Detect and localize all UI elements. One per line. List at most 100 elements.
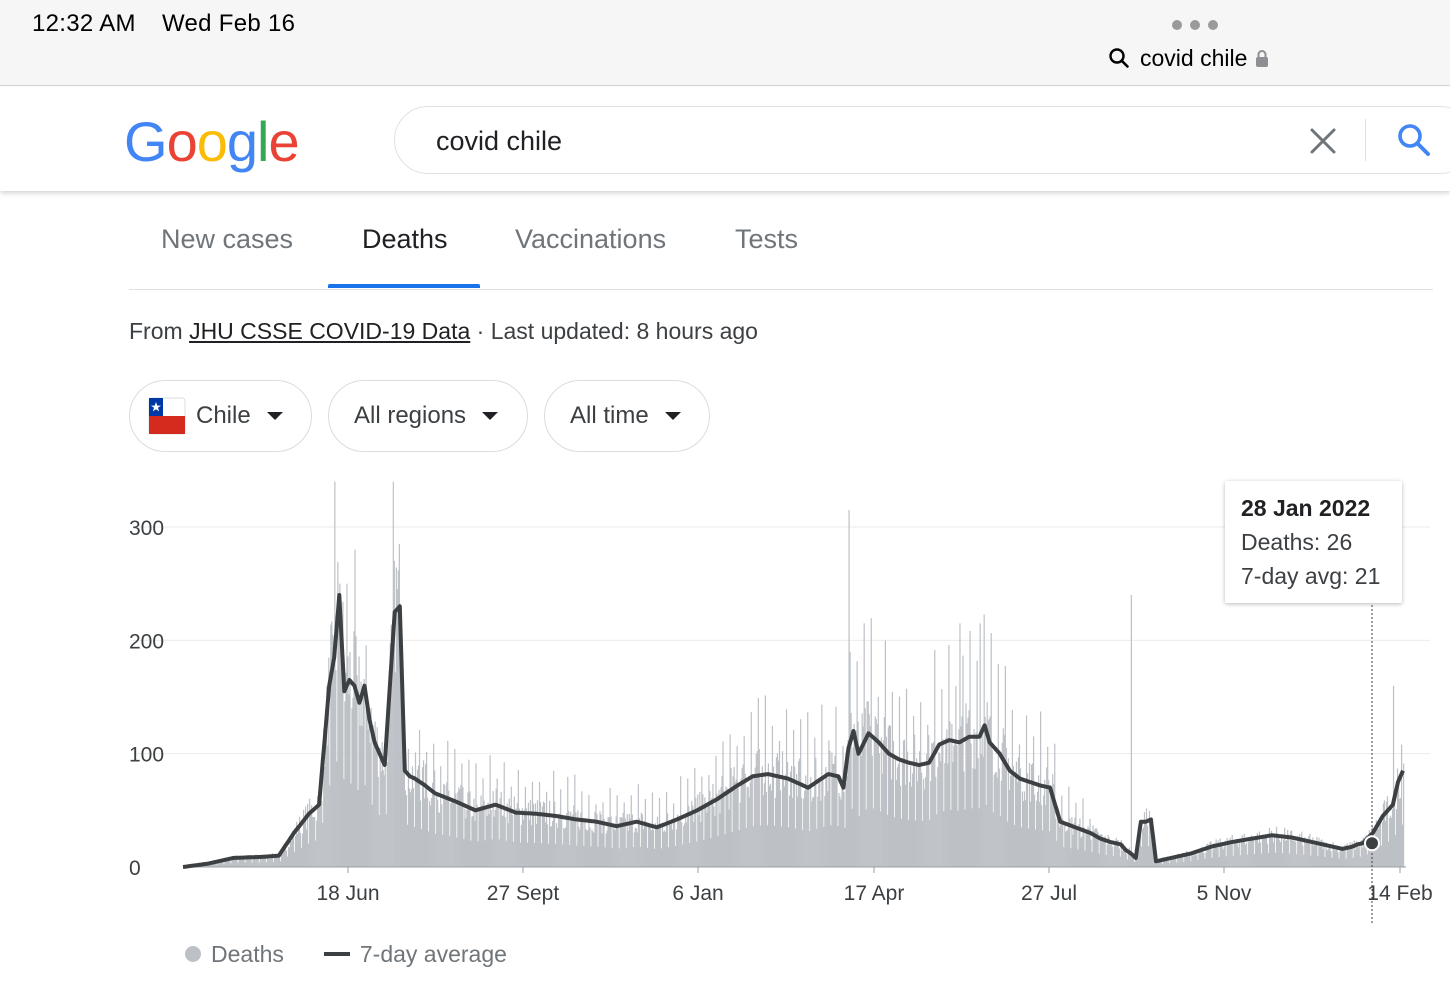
country-filter[interactable]: Chile (129, 380, 312, 452)
deaths-bar (919, 751, 921, 867)
deaths-bar (251, 862, 253, 867)
deaths-bar (1165, 859, 1167, 867)
deaths-bar (883, 717, 885, 867)
deaths-bar (421, 767, 424, 867)
tab-deaths[interactable]: Deaths (362, 224, 448, 254)
deaths-bar (600, 814, 602, 867)
deaths-bar (727, 792, 729, 867)
deaths-bar (373, 734, 375, 867)
deaths-bar (582, 817, 584, 867)
deaths-bar (1063, 847, 1065, 867)
time-filter[interactable]: All time (544, 380, 710, 452)
deaths-bar (742, 764, 744, 867)
search-box[interactable]: covid chile (394, 106, 1450, 174)
deaths-bar (887, 726, 889, 867)
deaths-bar (910, 786, 913, 867)
tab-tests[interactable]: Tests (735, 224, 799, 254)
deaths-bar (1211, 857, 1213, 867)
deaths-bar (529, 800, 532, 867)
deaths-bar (1097, 832, 1099, 867)
deaths-bar (1250, 835, 1252, 867)
deaths-bar (1010, 770, 1012, 867)
deaths-bar (681, 822, 683, 867)
deaths-bar (411, 766, 414, 867)
deaths-bar (970, 743, 972, 867)
deaths-bar (253, 856, 255, 867)
deaths-bar (1066, 830, 1068, 867)
close-icon[interactable] (1307, 125, 1339, 157)
deaths-bar (1023, 791, 1026, 867)
deaths-bar (1109, 845, 1111, 867)
deaths-chart[interactable]: 0 100 200 300 18 Jun 27 Sept 6 Jan 17 Apr 27 Jul… (0, 470, 1450, 930)
deaths-bar (1234, 840, 1236, 867)
deaths-bar (543, 803, 546, 867)
more-dots-icon[interactable] (1172, 20, 1218, 30)
deaths-bar (971, 808, 973, 867)
deaths-bar (1311, 839, 1313, 867)
source-link[interactable]: JHU CSSE COVID-19 Data (189, 318, 471, 344)
deaths-bar (493, 816, 495, 867)
deaths-bar (646, 847, 649, 867)
deaths-bar (1331, 857, 1333, 867)
deaths-bar (509, 805, 511, 867)
deaths-bar (352, 697, 354, 867)
deaths-bar (379, 748, 381, 867)
x-tick-label: 18 Jun (316, 882, 379, 905)
deaths-bar (1110, 843, 1112, 867)
deaths-bar (818, 779, 820, 867)
deaths-bar (511, 814, 513, 867)
deaths-bar (1122, 843, 1124, 867)
address-bar[interactable]: covid chile (1108, 44, 1269, 72)
search-icon[interactable] (1395, 121, 1433, 159)
deaths-bar (624, 818, 626, 867)
deaths-bar (1272, 842, 1275, 867)
deaths-bar (763, 783, 765, 867)
deaths-bar (1310, 855, 1312, 867)
tab-vaccinations[interactable]: Vaccinations (515, 224, 667, 254)
deaths-bar (1259, 842, 1262, 867)
deaths-bar (483, 800, 485, 867)
deaths-bar (273, 854, 275, 867)
google-logo[interactable]: Google (124, 109, 300, 174)
deaths-bar (341, 639, 343, 867)
deaths-bar (1095, 827, 1097, 867)
deaths-bar (1261, 837, 1264, 867)
deaths-bar (1252, 840, 1254, 867)
deaths-bar (860, 755, 862, 867)
deaths-bar (1275, 826, 1278, 867)
deaths-bar (394, 672, 396, 867)
deaths-bar (703, 839, 705, 867)
deaths-bar (968, 710, 970, 867)
deaths-bar (357, 789, 359, 867)
deaths-bar (500, 791, 502, 867)
deaths-bar (1217, 840, 1219, 867)
deaths-bar (1116, 840, 1118, 867)
deaths-bar (1383, 800, 1386, 867)
deaths-bar (1065, 831, 1067, 867)
deaths-bar (801, 797, 803, 867)
deaths-bar (1154, 860, 1157, 867)
deaths-bar (1083, 827, 1085, 867)
deaths-bar (1222, 849, 1224, 867)
deaths-bar (1003, 735, 1005, 867)
region-filter[interactable]: All regions (328, 380, 528, 452)
tab-new-cases[interactable]: New cases (161, 224, 294, 254)
deaths-bar (293, 851, 296, 867)
deaths-bar (1403, 763, 1405, 867)
deaths-bar (488, 814, 490, 867)
deaths-bar (306, 829, 308, 867)
deaths-bar (494, 809, 496, 867)
deaths-bar (284, 848, 287, 867)
deaths-bar (612, 825, 614, 867)
deaths-bar (984, 716, 986, 867)
deaths-bar (1173, 856, 1175, 867)
deaths-bar (216, 864, 218, 867)
deaths-bar (351, 708, 353, 867)
deaths-bar (998, 768, 1000, 867)
deaths-bar (671, 823, 673, 867)
deaths-bar (491, 839, 493, 867)
search-input[interactable]: covid chile (436, 126, 563, 156)
deaths-bar (964, 809, 966, 867)
deaths-bar (1132, 857, 1134, 867)
deaths-bar (538, 782, 541, 867)
